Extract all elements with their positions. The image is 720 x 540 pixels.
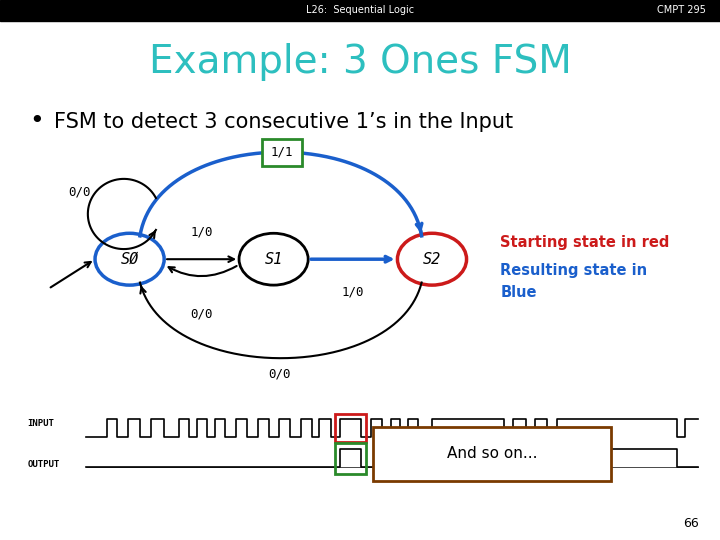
Text: FSM to detect 3 consecutive 1’s in the Input: FSM to detect 3 consecutive 1’s in the I… xyxy=(54,111,513,132)
Text: 0/0: 0/0 xyxy=(68,185,91,198)
Text: Blue: Blue xyxy=(500,285,537,300)
Text: S2: S2 xyxy=(423,252,441,267)
Bar xyxy=(0,0,720,21)
FancyBboxPatch shape xyxy=(261,139,302,166)
Text: Starting state in red: Starting state in red xyxy=(500,235,670,251)
Text: INPUT: INPUT xyxy=(27,420,54,428)
Text: Example: 3 Ones FSM: Example: 3 Ones FSM xyxy=(148,43,572,81)
Text: And so on...: And so on... xyxy=(446,446,537,461)
Text: 1/0: 1/0 xyxy=(190,226,213,239)
Text: 66: 66 xyxy=(683,517,698,530)
Text: Resulting state in: Resulting state in xyxy=(500,262,647,278)
Text: S1: S1 xyxy=(264,252,283,267)
Text: 0/0: 0/0 xyxy=(190,308,213,321)
Text: CMPT 295: CMPT 295 xyxy=(657,5,706,15)
Text: OUTPUT: OUTPUT xyxy=(27,460,60,469)
Text: SØ: SØ xyxy=(120,252,139,267)
Text: •: • xyxy=(29,110,43,133)
FancyBboxPatch shape xyxy=(373,427,611,481)
Text: 0/0: 0/0 xyxy=(269,368,291,381)
Text: 1/0: 1/0 xyxy=(341,285,364,298)
Text: 1/1: 1/1 xyxy=(271,146,293,159)
Text: L26:  Sequential Logic: L26: Sequential Logic xyxy=(306,5,414,15)
